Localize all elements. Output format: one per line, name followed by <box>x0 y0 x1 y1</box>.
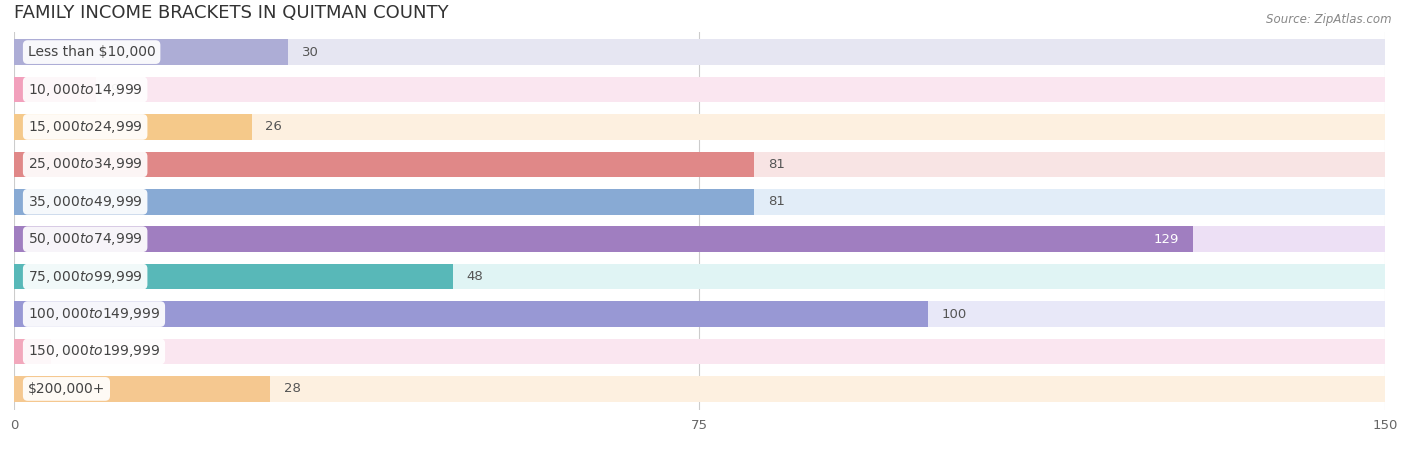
Bar <box>14 39 288 65</box>
Text: 81: 81 <box>768 195 785 208</box>
Bar <box>14 264 1385 289</box>
Text: 100: 100 <box>942 307 967 320</box>
Text: $75,000 to $99,999: $75,000 to $99,999 <box>28 269 142 285</box>
Bar <box>14 152 1385 177</box>
Text: Less than $10,000: Less than $10,000 <box>28 45 156 59</box>
Text: $25,000 to $34,999: $25,000 to $34,999 <box>28 156 142 172</box>
Text: Source: ZipAtlas.com: Source: ZipAtlas.com <box>1267 14 1392 27</box>
Text: $200,000+: $200,000+ <box>28 382 105 396</box>
Text: 26: 26 <box>266 121 283 134</box>
Text: 28: 28 <box>284 382 301 396</box>
Text: 48: 48 <box>467 270 484 283</box>
Text: $10,000 to $14,999: $10,000 to $14,999 <box>28 81 142 98</box>
Bar <box>14 77 1385 102</box>
Bar <box>14 152 755 177</box>
Text: $35,000 to $49,999: $35,000 to $49,999 <box>28 194 142 210</box>
Bar <box>14 376 270 402</box>
Bar <box>14 77 96 102</box>
Bar <box>14 302 928 327</box>
Bar <box>14 189 1385 215</box>
Bar <box>14 339 1385 364</box>
Bar <box>14 226 1192 252</box>
Bar <box>14 189 755 215</box>
Bar <box>14 114 1385 140</box>
Text: $100,000 to $149,999: $100,000 to $149,999 <box>28 306 160 322</box>
Bar <box>14 226 1385 252</box>
Bar <box>14 39 1385 65</box>
Text: 30: 30 <box>302 45 319 58</box>
Text: $150,000 to $199,999: $150,000 to $199,999 <box>28 343 160 360</box>
Bar <box>14 339 51 364</box>
Text: 9: 9 <box>110 83 118 96</box>
Text: $15,000 to $24,999: $15,000 to $24,999 <box>28 119 142 135</box>
Text: 129: 129 <box>1154 233 1180 246</box>
Bar <box>14 302 1385 327</box>
Text: 81: 81 <box>768 158 785 171</box>
Bar <box>14 376 1385 402</box>
Text: 4: 4 <box>65 345 73 358</box>
Text: FAMILY INCOME BRACKETS IN QUITMAN COUNTY: FAMILY INCOME BRACKETS IN QUITMAN COUNTY <box>14 4 449 22</box>
Text: $50,000 to $74,999: $50,000 to $74,999 <box>28 231 142 247</box>
Bar <box>14 264 453 289</box>
Bar <box>14 114 252 140</box>
